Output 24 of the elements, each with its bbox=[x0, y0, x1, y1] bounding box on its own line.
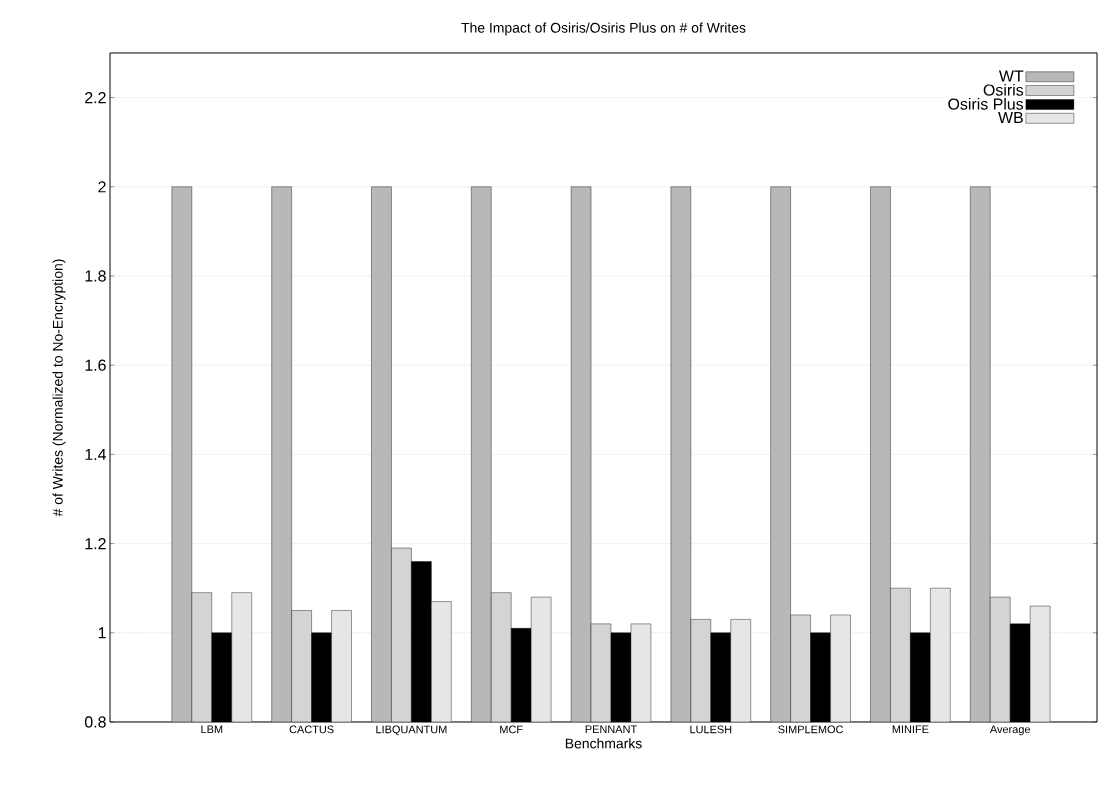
legend-label: WB bbox=[998, 112, 1023, 124]
y-axis-title: # of Writes (Normalized to No-Encryption) bbox=[52, 259, 66, 517]
x-tick-label: MCF bbox=[500, 725, 523, 734]
x-tick-label: Average bbox=[989, 725, 1031, 736]
y-tick-label: 1.4 bbox=[85, 448, 107, 460]
legend-label: WT bbox=[998, 70, 1024, 82]
x-tick-label: LIBQUANTUM bbox=[376, 725, 447, 736]
y-tick-label: 2.2 bbox=[85, 92, 106, 104]
x-tick-label: MINIFE bbox=[892, 725, 929, 734]
y-tick-label: 1.8 bbox=[85, 270, 106, 282]
x-axis-title: Benchmarks bbox=[565, 738, 642, 749]
y-tick-label: 2 bbox=[98, 181, 106, 193]
x-tick-label: LULESH bbox=[690, 725, 732, 734]
x-tick-label: CACTUS bbox=[289, 725, 334, 734]
legend-label: Osiris bbox=[983, 84, 1024, 96]
y-tick-label: 1 bbox=[98, 627, 106, 639]
y-tick-label: 1.6 bbox=[85, 359, 106, 371]
y-tick-label: 1.2 bbox=[85, 538, 106, 550]
chart-title: The Impact of Osiris/Osiris Plus on # of Writes bbox=[461, 22, 746, 36]
x-tick-label: PENNANT bbox=[585, 725, 637, 734]
legend-label: Osiris Plus bbox=[948, 98, 1024, 110]
x-tick-label: SIMPLEMOC bbox=[778, 725, 844, 734]
x-tick-label: LBM bbox=[201, 725, 223, 734]
y-tick-label: 0.8 bbox=[84, 716, 106, 728]
